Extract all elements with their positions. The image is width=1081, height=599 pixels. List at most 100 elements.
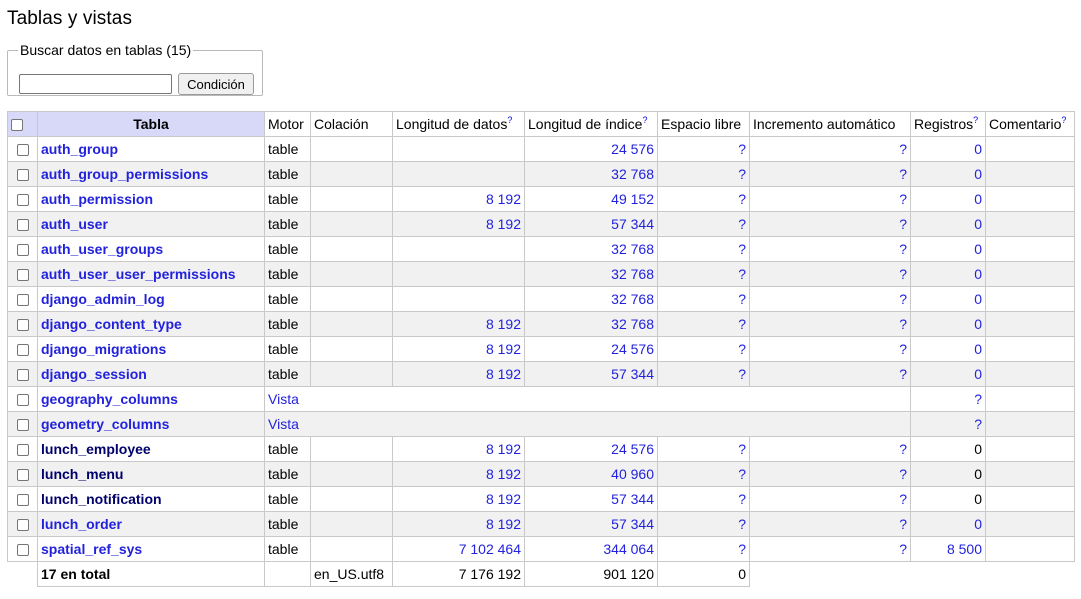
column-header-longitud-indice[interactable]: Longitud de índice? xyxy=(524,111,658,137)
condition-button[interactable]: Condición xyxy=(178,73,254,95)
free-space-link[interactable]: ? xyxy=(738,241,746,257)
index-length-link[interactable]: 40 960 xyxy=(611,466,654,482)
index-length-link[interactable]: 24 576 xyxy=(611,341,654,357)
column-header-longitud-datos[interactable]: Longitud de datos? xyxy=(392,111,525,137)
table-name-link[interactable]: django_migrations xyxy=(41,341,167,357)
free-space-link[interactable]: ? xyxy=(738,441,746,457)
help-link[interactable]: ? xyxy=(973,115,979,125)
table-name-link[interactable]: lunch_order xyxy=(41,516,122,532)
row-checkbox[interactable] xyxy=(16,444,29,457)
row-checkbox[interactable] xyxy=(16,344,29,357)
table-name-link[interactable]: lunch_employee xyxy=(41,441,151,457)
column-header-comentario[interactable]: Comentario? xyxy=(985,111,1075,137)
rows-count-link[interactable]: 0 xyxy=(974,191,982,207)
free-space-link[interactable]: ? xyxy=(738,266,746,282)
table-name-link[interactable]: spatial_ref_sys xyxy=(41,541,143,557)
index-length-link[interactable]: 57 344 xyxy=(611,516,654,532)
table-name-link[interactable]: geography_columns xyxy=(41,391,178,407)
table-name-link[interactable]: auth_group xyxy=(41,141,118,157)
column-header-incremento[interactable]: Incremento automático xyxy=(749,111,911,137)
auto-increment-link[interactable]: ? xyxy=(899,191,907,207)
auto-increment-link[interactable]: ? xyxy=(899,141,907,157)
search-input[interactable] xyxy=(19,74,172,94)
auto-increment-link[interactable]: ? xyxy=(899,541,907,557)
row-checkbox[interactable] xyxy=(16,244,29,257)
table-name-link[interactable]: auth_user_groups xyxy=(41,241,164,257)
auto-increment-link[interactable]: ? xyxy=(899,291,907,307)
free-space-link[interactable]: ? xyxy=(738,541,746,557)
auto-increment-link[interactable]: ? xyxy=(899,466,907,482)
rows-count-link[interactable]: 0 xyxy=(974,166,982,182)
auto-increment-link[interactable]: ? xyxy=(899,491,907,507)
data-length-link[interactable]: 8 192 xyxy=(485,441,521,457)
data-length-link[interactable]: 8 192 xyxy=(485,516,521,532)
table-name-link[interactable]: geometry_columns xyxy=(41,416,170,432)
table-name-link[interactable]: lunch_menu xyxy=(41,466,124,482)
help-link[interactable]: ? xyxy=(507,115,513,125)
row-checkbox[interactable] xyxy=(16,469,29,482)
free-space-link[interactable]: ? xyxy=(738,366,746,382)
data-length-link[interactable]: 8 192 xyxy=(485,316,521,332)
row-checkbox[interactable] xyxy=(16,419,29,432)
column-header-espacio-libre[interactable]: Espacio libre xyxy=(657,111,750,137)
rows-count-link[interactable]: 0 xyxy=(974,241,982,257)
free-space-link[interactable]: ? xyxy=(738,166,746,182)
help-link[interactable]: ? xyxy=(642,115,648,125)
table-name-link[interactable]: auth_user xyxy=(41,216,108,232)
rows-count-link[interactable]: 8 500 xyxy=(946,541,982,557)
row-checkbox[interactable] xyxy=(16,194,29,207)
row-checkbox[interactable] xyxy=(16,269,29,282)
free-space-link[interactable]: ? xyxy=(738,316,746,332)
table-name-link[interactable]: auth_permission xyxy=(41,191,154,207)
auto-increment-link[interactable]: ? xyxy=(899,266,907,282)
free-space-link[interactable]: ? xyxy=(738,141,746,157)
data-length-link[interactable]: 8 192 xyxy=(485,366,521,382)
rows-count-link[interactable]: 0 xyxy=(974,341,982,357)
table-name-link[interactable]: lunch_notification xyxy=(41,491,162,507)
data-length-link[interactable]: 8 192 xyxy=(485,491,521,507)
select-all-checkbox[interactable] xyxy=(11,119,23,132)
column-header-tabla[interactable]: Tabla xyxy=(37,111,265,137)
index-length-link[interactable]: 32 768 xyxy=(611,166,654,182)
index-length-link[interactable]: 49 152 xyxy=(611,191,654,207)
row-checkbox[interactable] xyxy=(16,519,29,532)
column-header-colacion[interactable]: Colación xyxy=(310,111,393,137)
index-length-link[interactable]: 32 768 xyxy=(611,316,654,332)
row-checkbox[interactable] xyxy=(16,219,29,232)
index-length-link[interactable]: 57 344 xyxy=(611,491,654,507)
table-name-link[interactable]: django_admin_log xyxy=(41,291,165,307)
free-space-link[interactable]: ? xyxy=(738,291,746,307)
index-length-link[interactable]: 57 344 xyxy=(611,216,654,232)
row-checkbox[interactable] xyxy=(16,494,29,507)
column-header-registros[interactable]: Registros? xyxy=(910,111,986,137)
free-space-link[interactable]: ? xyxy=(738,341,746,357)
data-length-link[interactable]: 8 192 xyxy=(485,466,521,482)
column-header-motor[interactable]: Motor xyxy=(264,111,311,137)
rows-count-link[interactable]: 0 xyxy=(974,141,982,157)
help-link[interactable]: ? xyxy=(1061,115,1067,125)
row-checkbox[interactable] xyxy=(16,294,29,307)
table-name-link[interactable]: django_session xyxy=(41,366,147,382)
index-length-link[interactable]: 32 768 xyxy=(611,266,654,282)
index-length-link[interactable]: 24 576 xyxy=(611,441,654,457)
index-length-link[interactable]: 57 344 xyxy=(611,366,654,382)
free-space-link[interactable]: ? xyxy=(738,191,746,207)
row-checkbox[interactable] xyxy=(16,544,29,557)
auto-increment-link[interactable]: ? xyxy=(899,216,907,232)
index-length-link[interactable]: 344 064 xyxy=(603,541,654,557)
auto-increment-link[interactable]: ? xyxy=(899,516,907,532)
rows-count-link[interactable]: 0 xyxy=(974,216,982,232)
data-length-link[interactable]: 7 102 464 xyxy=(458,541,521,557)
free-space-link[interactable]: ? xyxy=(738,516,746,532)
auto-increment-link[interactable]: ? xyxy=(899,166,907,182)
table-name-link[interactable]: django_content_type xyxy=(41,316,182,332)
auto-increment-link[interactable]: ? xyxy=(899,441,907,457)
table-name-link[interactable]: auth_group_permissions xyxy=(41,166,209,182)
data-length-link[interactable]: 8 192 xyxy=(485,191,521,207)
index-length-link[interactable]: 32 768 xyxy=(611,241,654,257)
free-space-link[interactable]: ? xyxy=(738,491,746,507)
rows-count-link[interactable]: 0 xyxy=(974,366,982,382)
row-checkbox[interactable] xyxy=(16,319,29,332)
rows-count-link[interactable]: ? xyxy=(974,391,982,407)
auto-increment-link[interactable]: ? xyxy=(899,316,907,332)
